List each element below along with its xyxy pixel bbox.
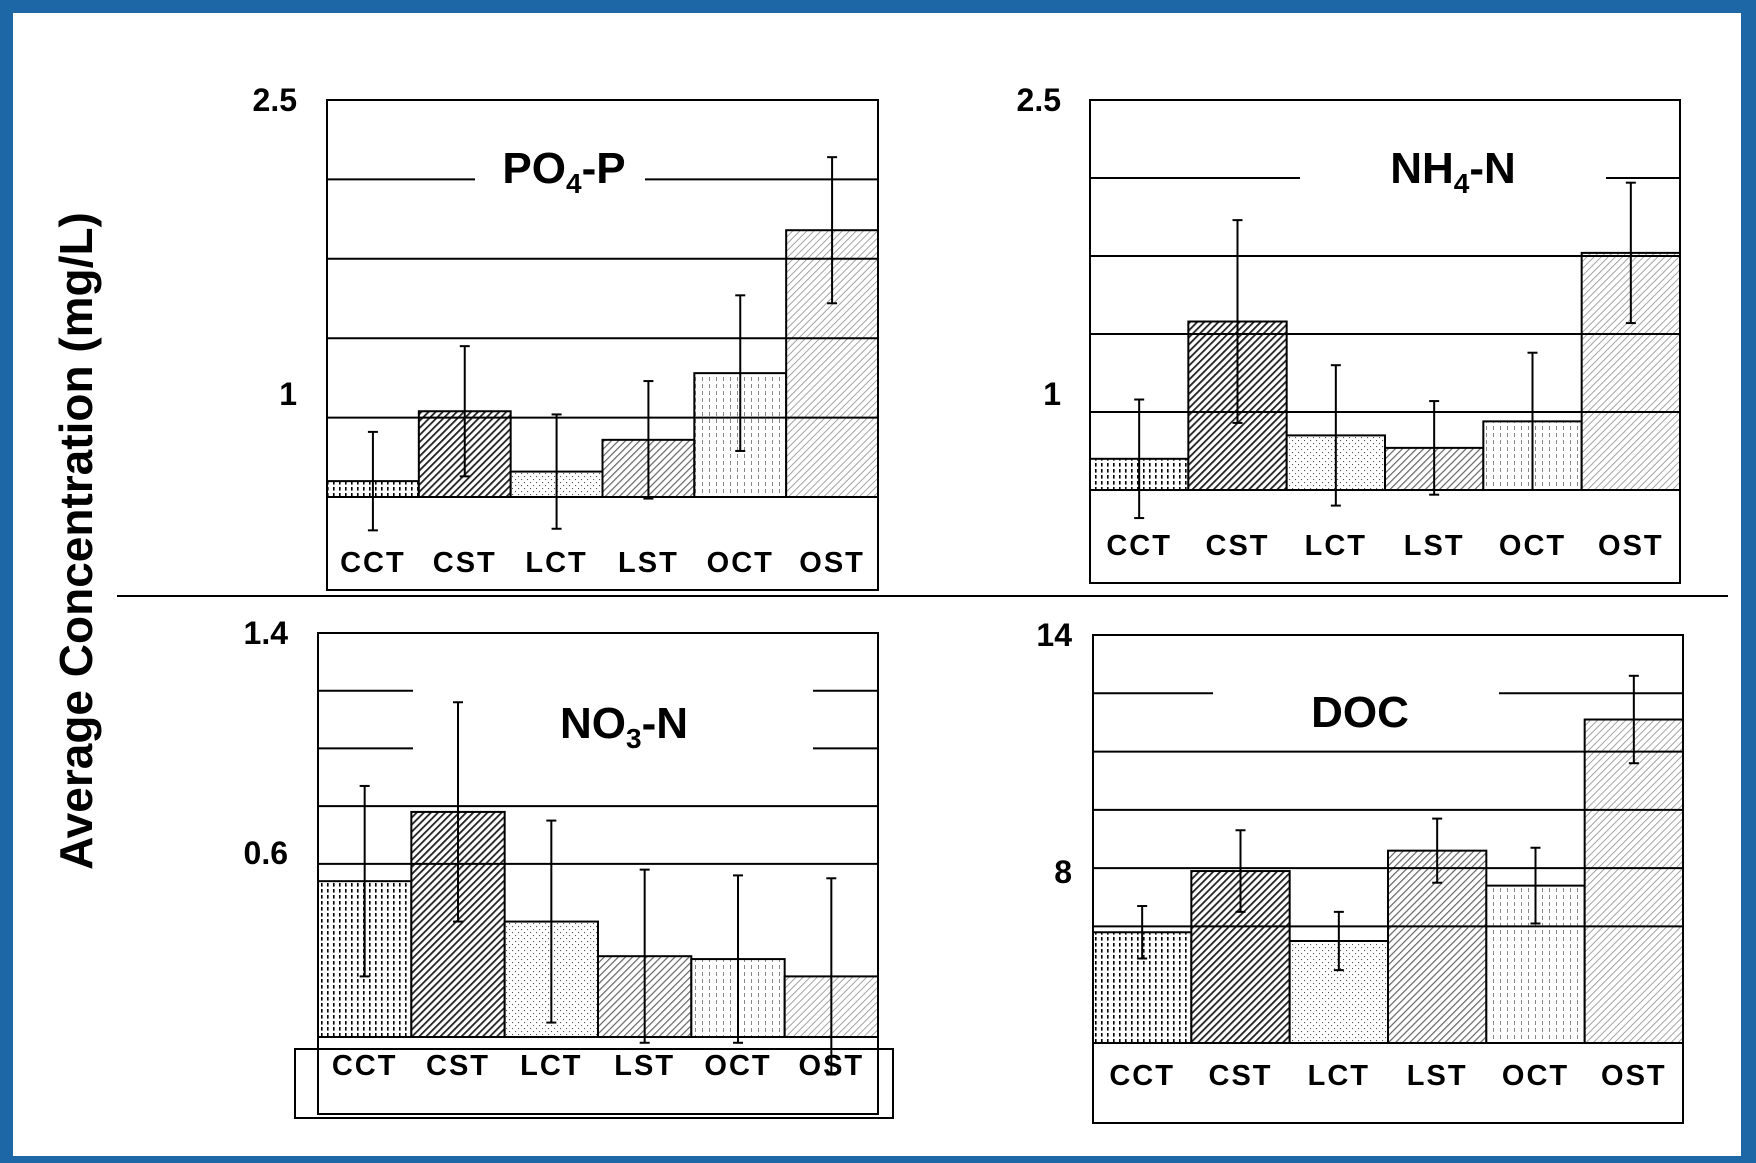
- chart-panel-4: CCTCSTLCTLSTOCTOST1480DOC: [1036, 617, 1684, 1124]
- category-label-cct: CCT: [1106, 530, 1172, 562]
- panel-title: DOC: [1311, 688, 1409, 737]
- panel-title: PO4-P: [502, 144, 625, 199]
- label-box: [294, 1048, 894, 1119]
- category-label-lct: LCT: [1308, 1060, 1370, 1092]
- category-label-cct: CCT: [1109, 1060, 1175, 1092]
- figure-frame: Average Concentration (mg/L) CCT CST LCT LS…: [13, 13, 1741, 1156]
- panel-title: NH4-N: [1390, 144, 1516, 199]
- plot-area-border: [1089, 99, 1681, 584]
- category-label-oct: OCT: [1499, 530, 1566, 562]
- chart-panels: CCT CST LCT LST OCT OST 2.5 1 PO4-P CCT CST LCT LST O…: [244, 82, 1684, 1124]
- category-label-lct: LCT: [1305, 530, 1367, 562]
- y-tick-label: 8: [1054, 854, 1072, 890]
- category-label-cct: CCT: [340, 547, 406, 579]
- category-label-ost: OST: [799, 547, 865, 579]
- category-label-oct: OCT: [1502, 1060, 1569, 1092]
- category-label-cst: CST: [1206, 530, 1270, 562]
- category-label-lst: LST: [614, 1050, 675, 1082]
- chart-panel-3: CCT CST LCT LST OCT OST 1.4 0.6 NO3-N: [244, 615, 880, 1115]
- plot-area-border: [317, 632, 879, 1115]
- category-label-lct: LCT: [525, 547, 587, 579]
- category-label-ost: OST: [799, 1050, 865, 1082]
- category-label-lst: LST: [1404, 530, 1465, 562]
- y-tick-label: 1: [1043, 376, 1061, 412]
- y-tick-label: 1.4: [244, 615, 289, 651]
- y-tick-label: 1: [279, 376, 297, 412]
- category-label-lst: LST: [618, 547, 679, 579]
- category-label-lst: LST: [1407, 1060, 1468, 1092]
- category-label-oct: OCT: [704, 1050, 771, 1082]
- plot-area-border: [326, 99, 879, 591]
- category-label-ost: OST: [1601, 1060, 1667, 1092]
- panel-title: NO3-N: [560, 699, 688, 754]
- figure-canvas: Average Concentration (mg/L) CCT CST LCT LS…: [50, 82, 1728, 1124]
- category-label-cst: CST: [1209, 1060, 1273, 1092]
- category-label-cct: CCT: [332, 1050, 398, 1082]
- y-tick-label: 0.6: [244, 835, 288, 871]
- y-axis-label: Average Concentration (mg/L): [50, 212, 102, 870]
- category-label-oct: OCT: [707, 547, 774, 579]
- category-label-cst: CST: [426, 1050, 490, 1082]
- plot-area-border: [1092, 634, 1684, 1124]
- y-tick-label: 2.5: [253, 82, 297, 118]
- category-label-ost: OST: [1598, 530, 1664, 562]
- y-tick-label: 14: [1036, 617, 1072, 653]
- chart-panel-2: CCT CST LCT LST OCT OST 2.5 1 NH4-N: [1017, 82, 1681, 584]
- category-label-lct: LCT: [520, 1050, 582, 1082]
- y-tick-label: 2.5: [1017, 82, 1061, 118]
- bar-ost: [1583, 718, 1684, 1044]
- chart-panel-1: CCT CST LCT LST OCT OST 2.5 1 PO4-P: [253, 82, 880, 591]
- category-label-cst: CST: [433, 547, 497, 579]
